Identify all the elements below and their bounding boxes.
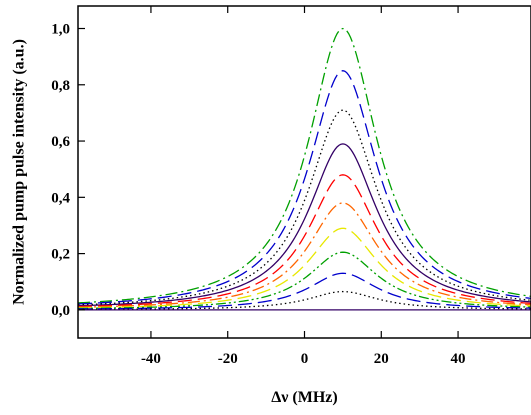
x-tick-label: 40 xyxy=(451,351,466,367)
y-tick-label: 0,4 xyxy=(51,190,70,206)
x-tick-label: 0 xyxy=(301,351,309,367)
series-line-8 xyxy=(77,251,531,310)
plot-curves xyxy=(77,27,531,311)
series-line-7 xyxy=(77,227,531,309)
series-line-2 xyxy=(77,70,531,305)
y-tick-label: 1,0 xyxy=(51,22,70,38)
series-line-1 xyxy=(77,27,531,304)
y-tick-label: 0,6 xyxy=(51,134,70,150)
y-tick-label: 0,2 xyxy=(51,247,70,263)
series-line-5 xyxy=(77,174,531,308)
y-axis-label: Normalized pump pulse intensity (a.u.) xyxy=(11,39,28,305)
y-tick-label: 0,8 xyxy=(51,78,70,94)
series-line-9 xyxy=(77,272,531,310)
y-tick-label: 0,0 xyxy=(51,303,70,319)
x-tick-label: 20 xyxy=(374,351,389,367)
series-line-6 xyxy=(77,202,531,308)
y-axis-ticks: 0,0 0,2 0,4 0,6 0,8 1,0 xyxy=(51,22,85,319)
series-line-4 xyxy=(77,143,531,307)
x-tick-label: -20 xyxy=(218,351,238,367)
x-axis-label: Δν (MHz) xyxy=(271,389,337,406)
x-tick-label: -40 xyxy=(141,351,161,367)
series-line-3 xyxy=(77,109,531,306)
x-axis-ticks: -40 -20 0 20 40 xyxy=(141,6,466,367)
